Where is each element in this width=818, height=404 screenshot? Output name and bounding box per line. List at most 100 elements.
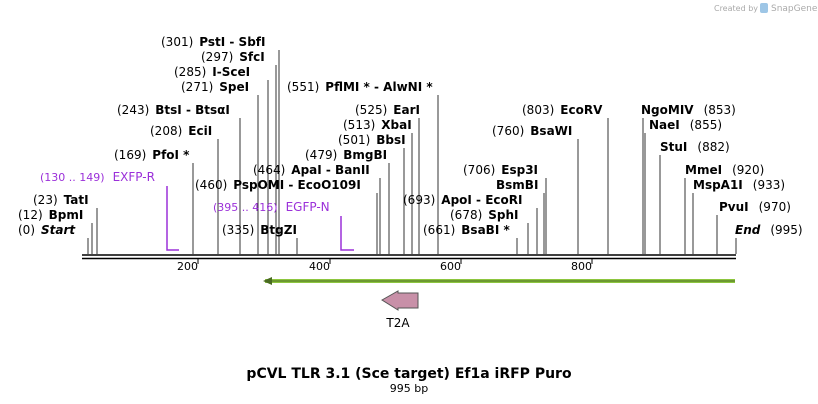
site-label: End (995) [735,223,803,237]
site-position: (23) [33,193,58,207]
primer-name: EGFP-N [286,200,330,214]
site-name: BmgBI [343,148,387,162]
site-name: EarI [393,103,420,117]
site-position: (706) [463,163,495,177]
site-label: (285) I-SceI [174,65,250,79]
feature-label: T2A [385,316,410,330]
site-position: (243) [117,103,149,117]
primer-name: EXFP-R [113,170,155,184]
site-position: (995) [770,223,802,237]
site-label: MspA1I (933) [693,178,785,192]
site-position: (12) [18,208,43,222]
site-position: (525) [355,103,387,117]
site-position: (855) [690,118,722,132]
watermark-brand: SnapGene [771,4,818,14]
site-label: (301) PstI - SbfI [161,35,265,49]
site-label: (23) TatI [33,193,89,207]
primer-label: (130 .. 149) EXFP-R [40,170,155,184]
site-position: (0) [18,223,35,237]
site-position: (271) [181,80,213,94]
site-name: PstI - SbfI [199,35,265,49]
site-name: EcoRV [560,103,603,117]
site-name: BtgZI [260,223,297,237]
site-label: (693) ApoI - EcoRI [403,193,522,207]
site-label: (0) Start [18,223,76,237]
site-position: (285) [174,65,206,79]
site-position: (678) [450,208,482,222]
feature-arrow-head [263,277,272,285]
site-name: I-SceI [212,65,250,79]
site-label: (460) PspOMI - EcoO109I [195,178,361,192]
site-label: (678) SphI [450,208,519,222]
site-label: NgoMIV (853) [641,103,736,117]
site-position: (760) [492,124,524,138]
primer-range: (395 .. 416) [213,201,278,214]
site-name: SpeI [219,80,249,94]
site-position: (208) [150,124,182,138]
site-name: NgoMIV [641,103,694,117]
site-label: (551) PflMI * - AlwNI * [287,80,433,94]
site-label: (501) BbsI [338,133,406,147]
watermark-prefix: Created by [714,4,758,13]
site-name: SfcI [239,50,264,64]
site-label: (513) XbaI [343,118,412,132]
site-name: BpmI [49,208,84,222]
site-name: ApaI - BanII [291,163,370,177]
site-label: (297) SfcI [201,50,265,64]
site-name: BbsI [376,133,405,147]
site-label: (760) BsaWI [492,124,572,138]
site-position: (933) [753,178,785,192]
site-name: MspA1I [693,178,743,192]
site-label: BsmBI [496,178,538,192]
ruler-label: 800 [571,260,592,273]
site-position: (920) [732,163,764,177]
site-position: (803) [522,103,554,117]
site-position: (551) [287,80,319,94]
site-position: (464) [253,163,285,177]
site-name: EciI [188,124,212,138]
site-position: (301) [161,35,193,49]
site-label: (661) BsaBI * [423,223,510,237]
site-name: BsaBI * [461,223,510,237]
site-position: (479) [305,148,337,162]
site-label: (479) BmgBI [305,148,387,162]
site-name: Esp3I [501,163,538,177]
site-label: (335) BtgZI [222,223,297,237]
site-label: (464) ApaI - BanII [253,163,370,177]
site-name: BsaWI [530,124,572,138]
site-name: TatI [64,193,89,207]
site-name: NaeI [649,118,680,132]
site-name: Start [41,223,76,237]
site-name: PflMI * - AlwNI * [325,80,433,94]
site-label: MmeI (920) [685,163,764,177]
site-label: (12) BpmI [18,208,83,222]
t2a-arrow [381,290,419,311]
site-name: ApoI - EcoRI [441,193,522,207]
site-label: (525) EarI [355,103,420,117]
site-name: StuI [660,140,687,154]
site-position: (513) [343,118,375,132]
site-name: PvuI [719,200,749,214]
watermark-logo [760,3,768,13]
site-position: (970) [759,200,791,214]
site-name: End [735,223,761,237]
site-position: (661) [423,223,455,237]
site-name: PspOMI - EcoO109I [233,178,361,192]
site-label: (706) Esp3I [463,163,538,177]
ruler-label: 600 [440,260,461,273]
site-position: (501) [338,133,370,147]
site-position: (169) [114,148,146,162]
map-title: pCVL TLR 3.1 (Sce target) Ef1a iRFP Puro [246,366,572,382]
ruler-label: 400 [309,260,330,273]
site-name: XbaI [381,118,411,132]
site-name: BtsI - BtsαI [155,103,230,117]
site-label: (271) SpeI [181,80,249,94]
site-position: (297) [201,50,233,64]
site-label: (243) BtsI - BtsαI [117,103,230,117]
site-label: NaeI (855) [649,118,722,132]
primer-mark [340,216,354,251]
site-name: PfoI * [152,148,190,162]
site-label: (803) EcoRV [522,103,603,117]
site-label: StuI (882) [660,140,730,154]
